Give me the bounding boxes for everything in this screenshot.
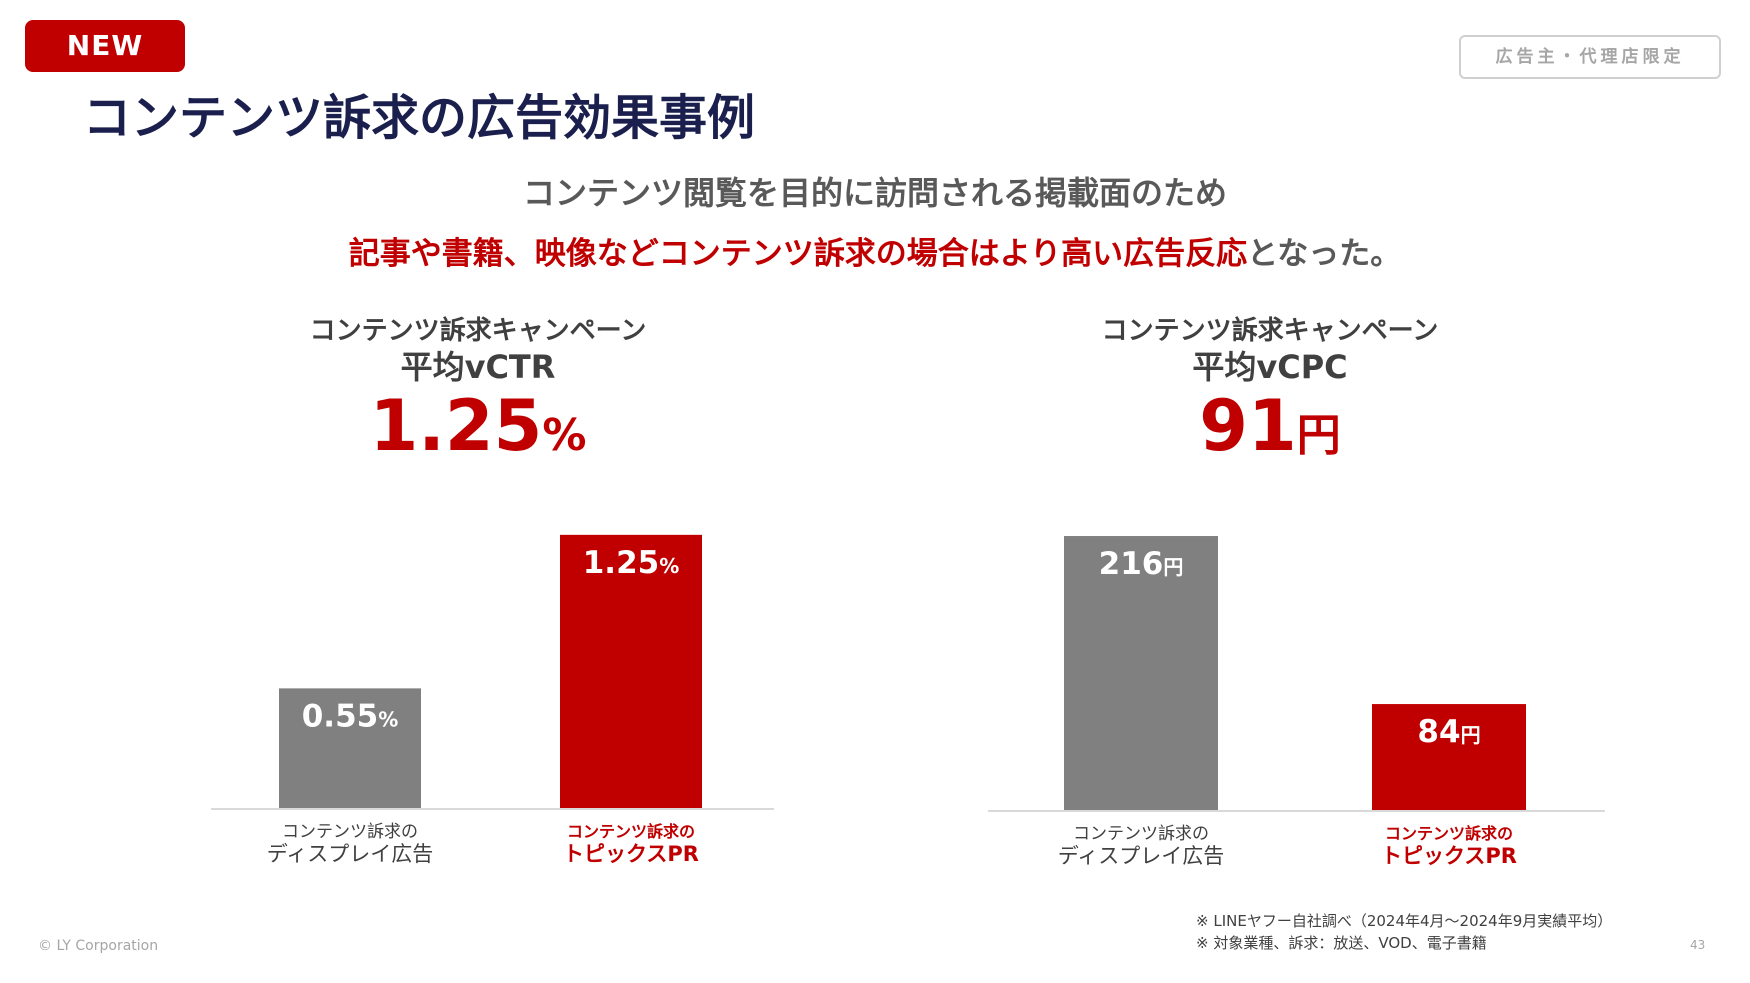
category-label-line1: コンテンツ訴求の [282,822,418,842]
kpi-metric: 平均vCTR [400,348,556,386]
headline: 記事や書籍、映像などコンテンツ訴求の場合はより高い広告反応となった。 [0,228,1750,273]
page-title: コンテンツ訴求の広告効果事例 [83,90,756,146]
category-label-line2: トピックスPR [563,842,699,866]
footnote-1: ※ LINEヤフー自社調べ（2024年4月～2024年9月実績平均） [1196,912,1613,930]
category-label-line2: ディスプレイ広告 [1058,844,1225,868]
kpi-value: 1.25% [218,386,738,485]
kpi-value: 91円 [1010,386,1530,485]
bar [1064,536,1218,811]
kpi-vctr: コンテンツ訴求キャンペーン 平均vCTR 1.25% [218,314,738,485]
headline-rest: となった。 [1247,236,1402,272]
category-label-line2: トピックスPR [1381,844,1517,868]
kpi-value-unit: % [542,410,587,461]
headline-highlight: 記事や書籍、映像などコンテンツ訴求の場合はより高い広告反応 [348,236,1248,272]
copyright: © LY Corporation [38,938,159,954]
kpi-caption: コンテンツ訴求キャンペーン [309,316,647,346]
new-badge: NEW [25,20,185,72]
bar-value-label: 1.25% [583,545,680,581]
kpi-caption: コンテンツ訴求キャンペーン [1101,316,1439,346]
bar-value-label: 216円 [1099,546,1184,582]
category-label-line1: コンテンツ訴求の [567,822,695,841]
page-number: 43 [1690,938,1706,952]
subtitle: コンテンツ閲覧を目的に訪問される掲載面のため [522,174,1227,212]
kpi-value-number: 1.25 [369,385,543,467]
bar [279,688,421,809]
category-label-line1: コンテンツ訴求の [1073,824,1209,844]
kpi-metric: 平均vCPC [1192,348,1348,386]
bar [1372,704,1526,811]
category-label-line1: コンテンツ訴求の [1385,824,1513,843]
kpi-value-number: 91 [1199,385,1297,467]
restriction-badge: 広告主・代理店限定 [1459,35,1721,79]
bar-chart-1: 0.55%コンテンツ訴求のディスプレイ広告1.25%コンテンツ訴求のトピックスP… [211,534,774,866]
bar-value-label: 84円 [1417,714,1480,750]
kpi-vcpc: コンテンツ訴求キャンペーン 平均vCPC 91円 [1010,314,1530,485]
footnote-2: ※ 対象業種、訴求：放送、VOD、電子書籍 [1196,934,1487,952]
kpi-value-unit: 円 [1296,410,1341,461]
bar-value-label: 0.55% [302,698,399,734]
category-label-line2: ディスプレイ広告 [267,842,434,866]
bar [560,534,702,809]
